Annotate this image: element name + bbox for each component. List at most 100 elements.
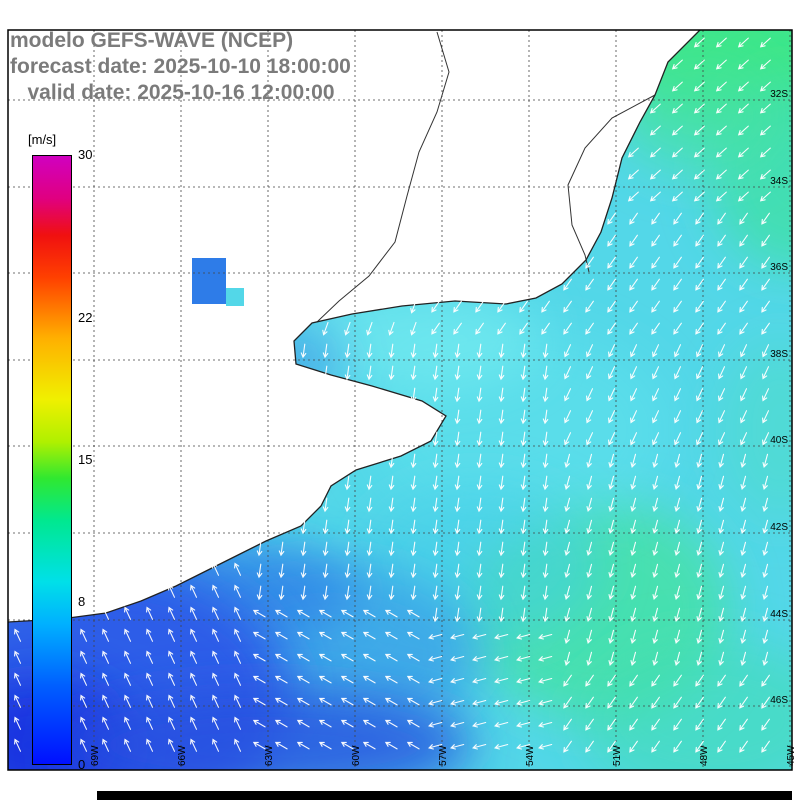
wind-arrow bbox=[762, 563, 769, 578]
wind-arrow bbox=[629, 300, 638, 313]
wind-arrow bbox=[410, 321, 417, 336]
wind-arrow bbox=[388, 541, 395, 557]
wind-arrow bbox=[410, 541, 417, 557]
wind-arrow bbox=[673, 674, 682, 687]
wind-arrow bbox=[630, 607, 637, 622]
wind-arrow bbox=[366, 497, 373, 513]
wind-arrow bbox=[252, 741, 266, 750]
wind-arrow bbox=[717, 300, 726, 313]
wind-arrow bbox=[652, 519, 659, 534]
wind-arrow bbox=[234, 694, 242, 708]
wind-arrow bbox=[696, 519, 703, 534]
wind-arrow bbox=[696, 629, 703, 644]
wind-arrow bbox=[761, 300, 770, 313]
wind-arrow bbox=[296, 719, 310, 728]
wind-arrow bbox=[608, 651, 615, 666]
wind-arrow bbox=[586, 629, 593, 644]
wind-arrow bbox=[516, 633, 531, 640]
wind-arrow bbox=[586, 541, 593, 556]
wind-arrow bbox=[234, 628, 242, 642]
wind-arrow bbox=[761, 718, 770, 731]
wind-arrow bbox=[630, 519, 637, 534]
wind-arrow bbox=[737, 37, 749, 48]
wind-arrow bbox=[630, 585, 637, 600]
wind-arrow bbox=[274, 741, 288, 750]
wind-arrow bbox=[432, 563, 439, 579]
wind-arrow bbox=[212, 628, 220, 642]
wind-arrow bbox=[406, 609, 420, 618]
wind-arrow bbox=[718, 366, 726, 380]
wind-arrow bbox=[542, 607, 549, 623]
wind-arrow bbox=[608, 475, 615, 490]
wind-arrow bbox=[318, 675, 332, 684]
wind-arrow bbox=[586, 453, 593, 468]
latitude-label: 46S bbox=[770, 695, 788, 706]
wind-arrow bbox=[608, 497, 615, 512]
wind-arrow bbox=[649, 125, 661, 136]
wind-arrow bbox=[762, 607, 769, 622]
wind-arrow bbox=[652, 629, 659, 644]
wind-arrow bbox=[718, 410, 726, 424]
wind-arrow bbox=[300, 519, 307, 535]
wind-arrow bbox=[432, 475, 439, 491]
wind-arrow bbox=[563, 718, 572, 731]
wind-arrow bbox=[717, 696, 726, 709]
wind-arrow bbox=[715, 59, 727, 70]
wind-arrow bbox=[761, 234, 770, 247]
wind-arrow bbox=[80, 694, 88, 708]
wind-arrow bbox=[608, 541, 615, 556]
wind-arrow bbox=[190, 716, 198, 730]
wind-arrow bbox=[608, 410, 616, 424]
wind-arrow bbox=[630, 410, 638, 424]
wind-arrow bbox=[652, 497, 659, 512]
wind-arrow bbox=[759, 125, 771, 136]
wind-arrow bbox=[740, 410, 748, 424]
wind-arrow bbox=[384, 609, 398, 618]
wind-arrow bbox=[472, 699, 487, 706]
wind-arrow bbox=[695, 278, 704, 291]
wind-arrow bbox=[234, 738, 242, 752]
latitude-label: 42S bbox=[770, 522, 788, 533]
wind-arrow bbox=[322, 365, 329, 381]
wind-arrow bbox=[761, 256, 770, 269]
wind-arrow bbox=[494, 699, 509, 706]
wind-arrow bbox=[715, 37, 727, 48]
wind-arrow bbox=[542, 475, 549, 491]
wind-arrow bbox=[296, 631, 310, 640]
wind-arrow bbox=[520, 541, 527, 557]
wind-arrow bbox=[80, 672, 88, 686]
wind-arrow bbox=[717, 256, 726, 269]
wind-arrow bbox=[652, 475, 659, 490]
wind-arrow bbox=[674, 475, 681, 490]
wind-arrow bbox=[695, 300, 704, 313]
wind-arrow bbox=[432, 365, 439, 381]
wind-arrow bbox=[432, 431, 439, 447]
wind-arrow bbox=[428, 699, 443, 706]
wind-arrow bbox=[102, 716, 110, 730]
wind-arrow bbox=[542, 365, 549, 381]
wind-arrow bbox=[762, 475, 769, 490]
wind-arrow bbox=[649, 191, 661, 202]
wind-arrow bbox=[693, 37, 705, 48]
wind-arrow bbox=[630, 497, 637, 512]
wind-arrow bbox=[102, 672, 110, 686]
wind-arrow bbox=[608, 629, 615, 644]
wind-arrow bbox=[322, 321, 329, 336]
wind-arrow bbox=[737, 125, 749, 136]
wind-arrow bbox=[362, 653, 376, 662]
wind-arrow bbox=[340, 741, 354, 750]
wind-arrow bbox=[475, 300, 484, 313]
wind-arrow bbox=[318, 631, 332, 640]
longitude-label: 69W bbox=[90, 745, 101, 766]
wind-arrow bbox=[542, 453, 549, 469]
wind-arrow bbox=[362, 697, 376, 706]
wind-arrow bbox=[340, 631, 354, 640]
wind-arrow bbox=[629, 256, 638, 269]
wind-arrow bbox=[410, 585, 417, 601]
wind-arrow bbox=[651, 740, 660, 753]
colorbar-tick-label: 0 bbox=[78, 757, 86, 772]
wind-arrow bbox=[454, 453, 461, 469]
model-title: modelo GEFS-WAVE (NCEP) bbox=[10, 29, 294, 52]
wind-arrow bbox=[476, 497, 483, 513]
